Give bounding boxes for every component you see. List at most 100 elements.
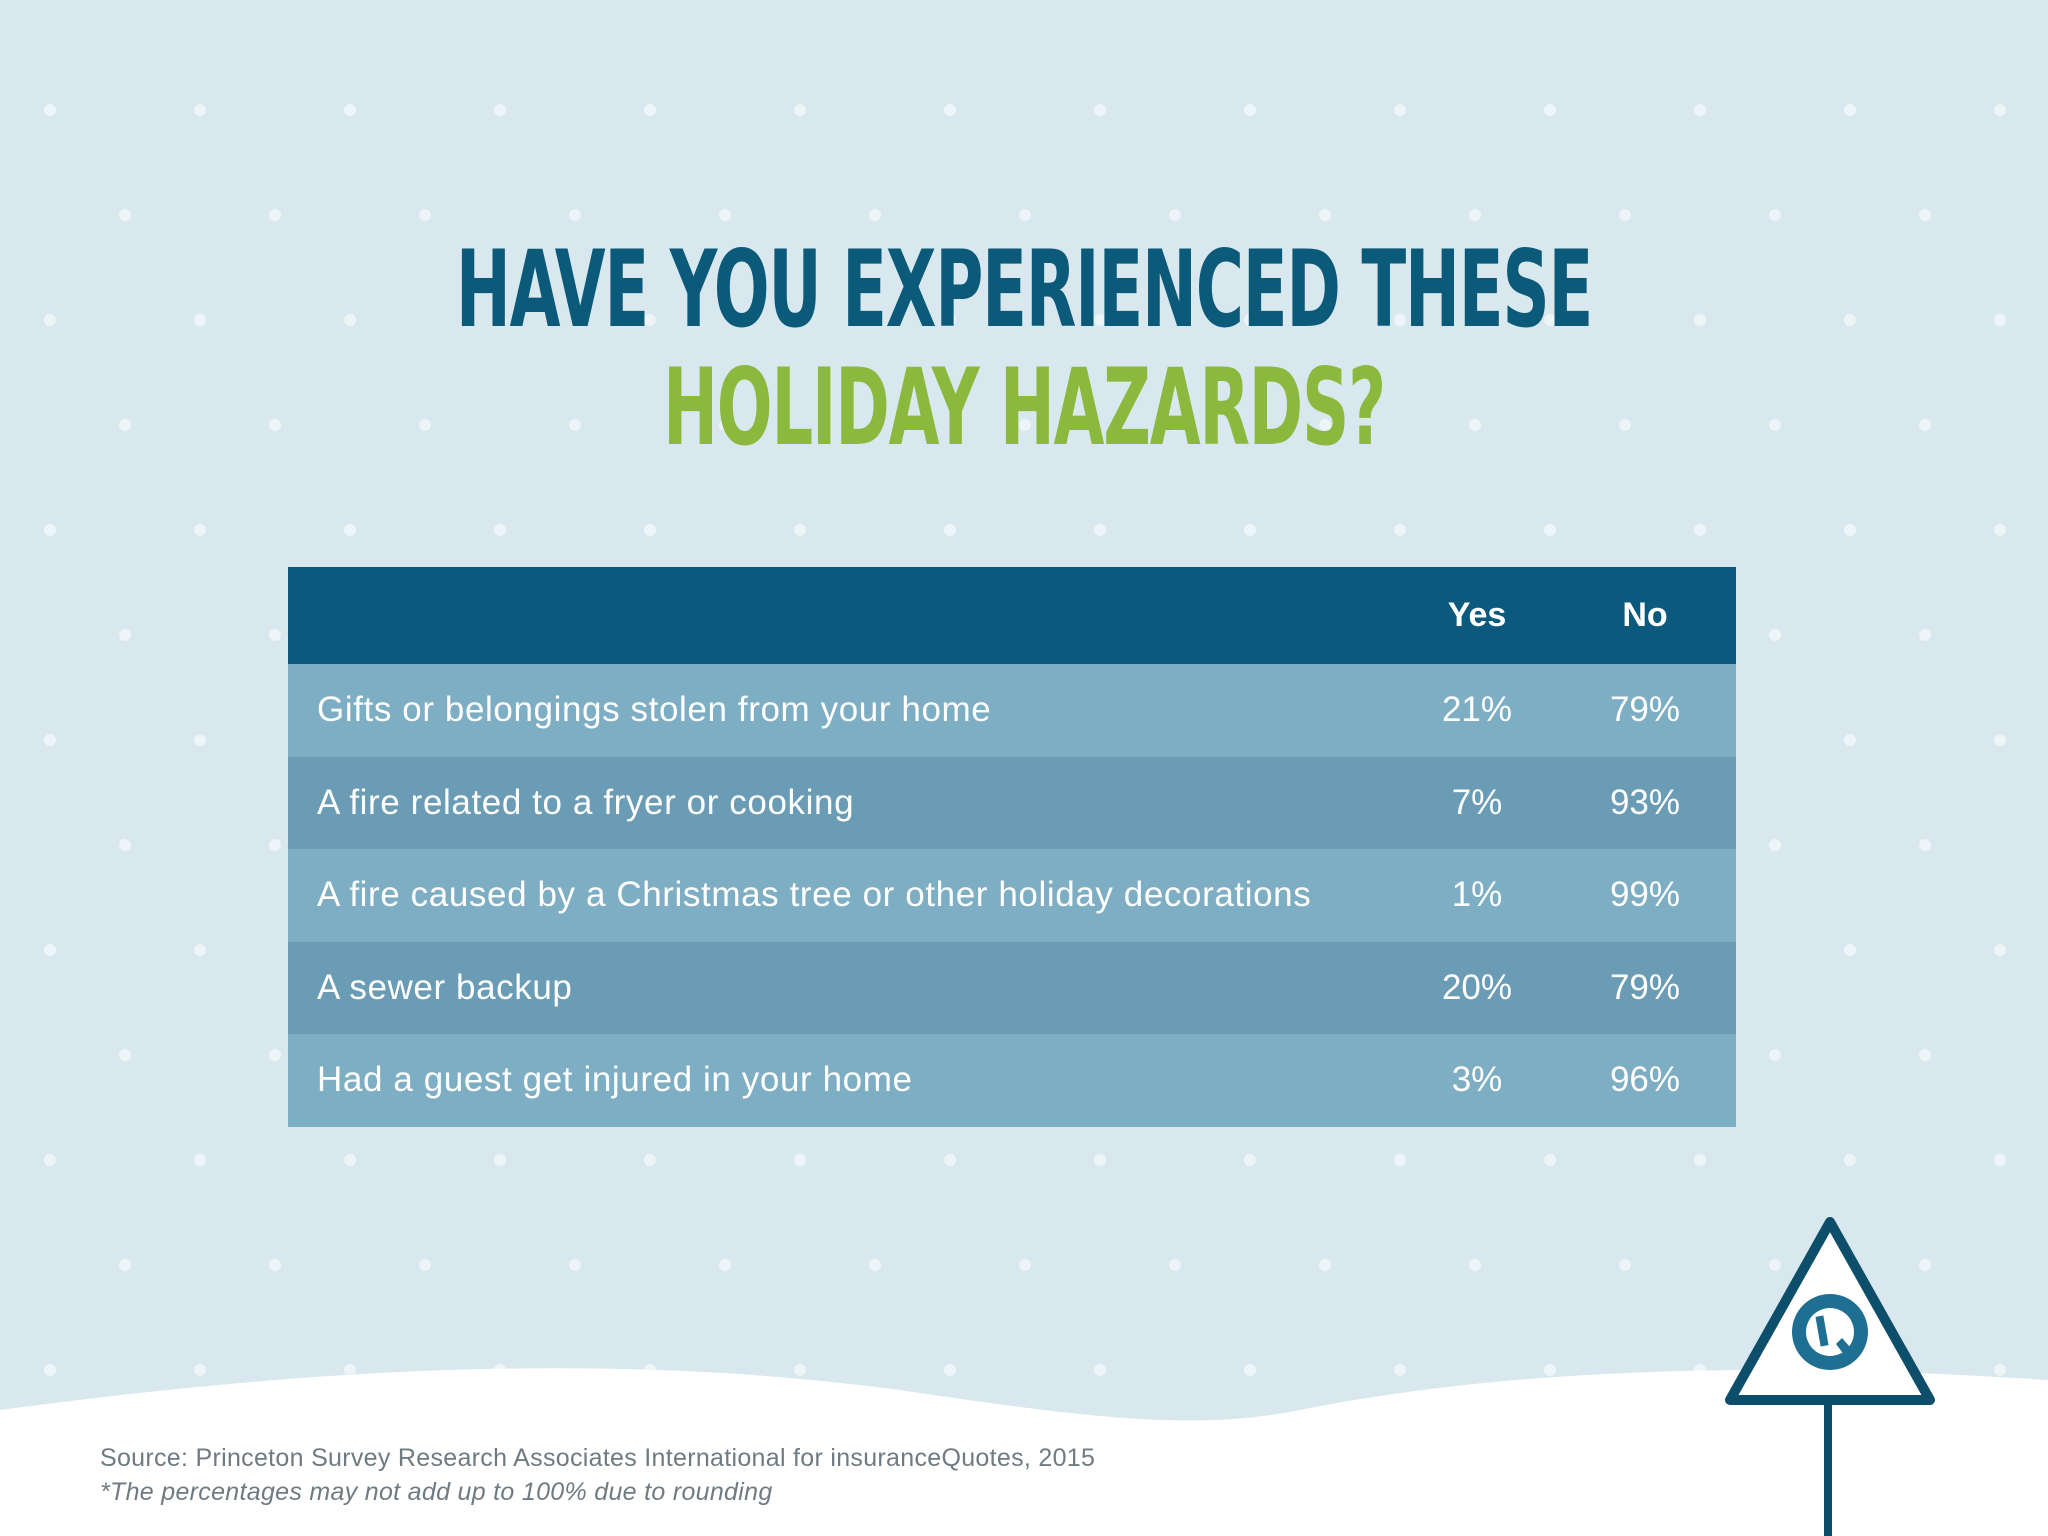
snow-dot (1769, 419, 1781, 431)
table-row: Gifts or belongings stolen from your hom… (288, 664, 1736, 757)
snow-dot (1169, 209, 1181, 221)
snow-dot (194, 1154, 206, 1166)
snow-dot (1994, 1154, 2006, 1166)
snow-dot (869, 209, 881, 221)
snow-dot (269, 209, 281, 221)
table-row: A fire caused by a Christmas tree or oth… (288, 849, 1736, 942)
snow-dot (794, 314, 806, 326)
row-label: Had a guest get injured in your home (317, 1060, 913, 1100)
snow-dot (194, 1364, 206, 1376)
snow-dot (44, 314, 56, 326)
snow-dot (719, 419, 731, 431)
row-no-value: 96% (1609, 1060, 1681, 1100)
snow-dot (119, 629, 131, 641)
row-no-value: 79% (1609, 690, 1681, 729)
table-row: A fire related to a fryer or cooking 7% … (288, 756, 1736, 850)
snow-dot (1544, 104, 1556, 116)
snow-dot (1544, 524, 1556, 536)
snow-dot (119, 209, 131, 221)
row-no-value: 79% (1609, 967, 1681, 1007)
row-yes-value: 21% (1441, 690, 1513, 729)
snow-dot (1094, 104, 1106, 116)
snow-dot (1694, 524, 1706, 536)
snow-dot (119, 419, 131, 431)
row-yes-value: 7% (1451, 782, 1503, 822)
snow-dot (1544, 1364, 1556, 1376)
snow-dot (644, 524, 656, 536)
snow-dot (1094, 314, 1106, 326)
snow-dot (269, 1259, 281, 1271)
row-no-value: 99% (1609, 875, 1681, 915)
snow-dot (344, 1154, 356, 1166)
snow-dot (1769, 209, 1781, 221)
snow-dot (1919, 1259, 1931, 1271)
snow-dot (344, 1364, 356, 1376)
snow-dot (1094, 1154, 1106, 1166)
snow-dot (569, 209, 581, 221)
header-no: No (1622, 596, 1668, 634)
snow-dot (419, 209, 431, 221)
snow-dot (1394, 1154, 1406, 1166)
snow-dot (494, 1154, 506, 1166)
snow-dot (1244, 524, 1256, 536)
row-yes-value: 20% (1441, 967, 1513, 1007)
snow-dot (1994, 944, 2006, 956)
snow-dot (1844, 524, 1856, 536)
snow-dot (1244, 1364, 1256, 1376)
snow-dot (1544, 314, 1556, 326)
snow-dot (1844, 1154, 1856, 1166)
snow-dot (1844, 314, 1856, 326)
snow-dot (344, 524, 356, 536)
snow-dot (44, 1364, 56, 1376)
snow-dot (419, 1259, 431, 1271)
snow-dot (1619, 209, 1631, 221)
row-label: A fire caused by a Christmas tree or oth… (317, 875, 1312, 915)
snow-dot (1394, 1364, 1406, 1376)
snow-dot (1694, 1154, 1706, 1166)
snow-dot (1469, 419, 1481, 431)
row-yes-value: 1% (1451, 875, 1503, 915)
snow-dot (269, 419, 281, 431)
snow-dot (1994, 524, 2006, 536)
snow-dot (1319, 1259, 1331, 1271)
table-header: Yes No (288, 567, 1736, 664)
snow-dot (944, 1154, 956, 1166)
sign-post (1824, 1400, 1832, 1536)
snow-dot (1319, 209, 1331, 221)
warning-sign-icon (1725, 1217, 1935, 1536)
snow-dot (494, 104, 506, 116)
hazards-table: Yes No Gifts or belongings stolen from y… (288, 567, 1736, 1127)
snow-dot (1394, 314, 1406, 326)
snow-dot (1619, 419, 1631, 431)
snow-dot (194, 104, 206, 116)
snow-dot (194, 314, 206, 326)
table-row: Had a guest get injured in your home 3% … (288, 1034, 1736, 1127)
snow-hill (0, 1368, 2048, 1536)
title-line-1: HAVE YOU EXPERIENCED THESE (455, 228, 1593, 351)
snow-dot (1169, 1259, 1181, 1271)
snow-dot (1919, 209, 1931, 221)
header-yes: Yes (1447, 596, 1507, 634)
snow-dot (194, 524, 206, 536)
snow-dot (1994, 104, 2006, 116)
snow-dot (794, 1154, 806, 1166)
snow-dot (1694, 314, 1706, 326)
snow-dot (1394, 104, 1406, 116)
snow-dot (1844, 944, 1856, 956)
snow-dot (1769, 629, 1781, 641)
snow-dot (1244, 314, 1256, 326)
snow-dot (1694, 104, 1706, 116)
title-line-2: HOLIDAY HAZARDS? (663, 346, 1386, 469)
snow-dot (494, 524, 506, 536)
snow-dot (1319, 419, 1331, 431)
row-label: Gifts or belongings stolen from your hom… (317, 690, 992, 729)
snow-dot (1919, 419, 1931, 431)
snow-dot (44, 104, 56, 116)
snow-dot (494, 314, 506, 326)
snow-dot (194, 944, 206, 956)
snow-dot (1169, 419, 1181, 431)
row-yes-value: 3% (1451, 1060, 1503, 1100)
snow-dot (1769, 1049, 1781, 1061)
snow-dot (1844, 104, 1856, 116)
snow-dot (194, 734, 206, 746)
